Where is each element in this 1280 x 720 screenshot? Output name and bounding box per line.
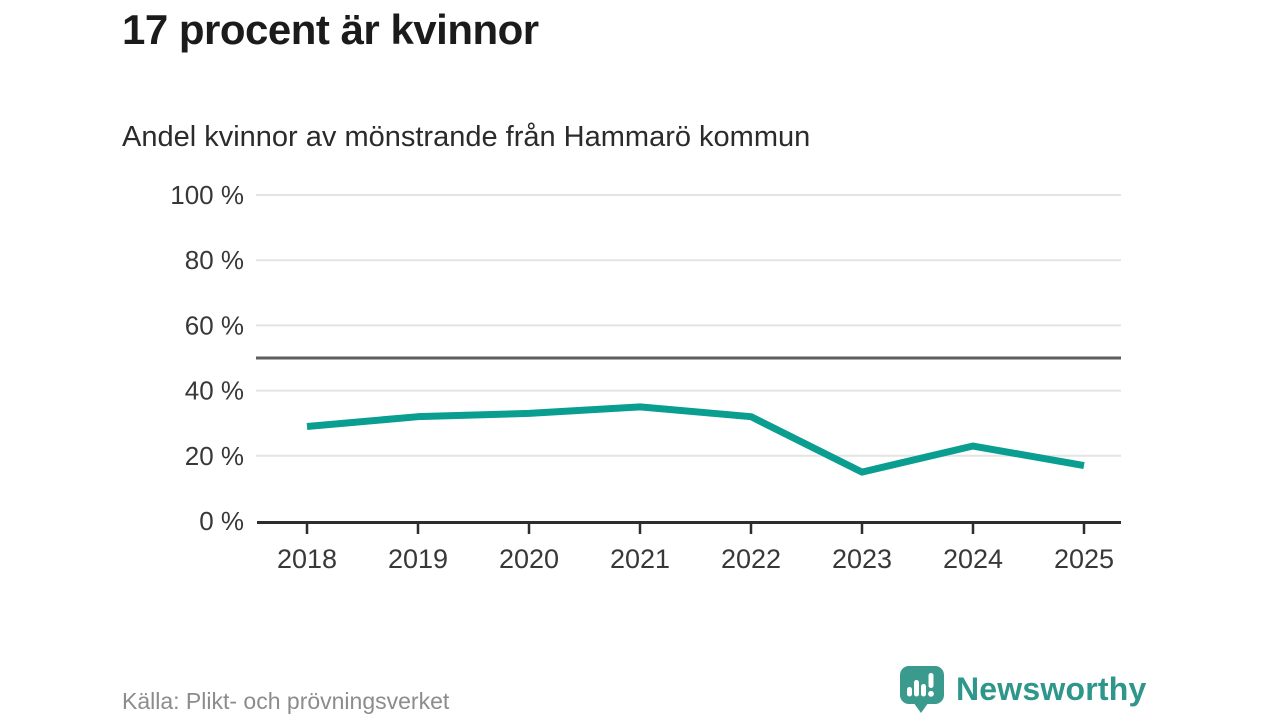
x-axis-tick-label: 2023 [832,544,892,574]
line-chart: 0 % 20 % 40 % 60 % 80 % 100 % 2018 2019 2020 2021… [170,180,1121,574]
bar-tall [914,680,919,697]
y-axis-tick-label: 100 % [170,180,244,210]
x-axis-tick-label: 2022 [721,544,781,574]
chart-subtitle: Andel kvinnor av mönstrande från Hammarö… [122,121,811,153]
page-title: 17 procent är kvinnor [122,6,539,53]
x-axis-tick-label: 2020 [499,544,559,574]
bar-short [907,687,912,697]
data-line-andel-kvinnor [306,403,1085,476]
x-axis-tick-label: 2018 [277,544,337,574]
newsworthy-bubble-chart-icon [900,666,944,713]
newsworthy-logo: Newsworthy [898,664,1146,714]
x-axis-tick-label: 2021 [610,544,670,574]
y-axis-tick-label: 20 % [185,441,244,471]
source-note: Källa: Plikt- och prövningsverket [122,688,450,714]
y-axis-tick-label: 0 % [199,506,244,536]
x-axis-tick-label: 2019 [388,544,448,574]
x-axis-tick-label: 2024 [943,544,1003,574]
exclamation-bar [928,673,934,688]
y-axis-tick-label: 60 % [185,310,244,340]
y-axis-tick-label: 40 % [185,376,244,406]
logo-wordmark: Newsworthy [956,670,1147,707]
y-axis-tick-label: 80 % [185,245,244,275]
x-axis-tick-label: 2025 [1054,544,1114,574]
bar-medium [921,684,926,697]
exclamation-dot [928,690,934,697]
